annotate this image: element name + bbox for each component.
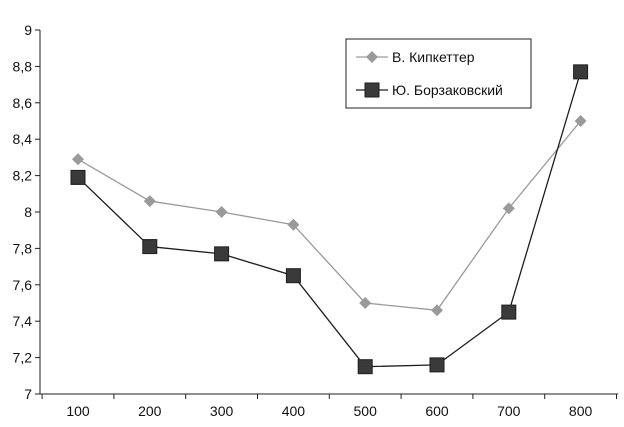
y-tick-label: 8,6 [13,95,33,111]
legend: В. Кипкеттер Ю. Борзаковский [345,38,532,109]
data-point-square [214,246,230,262]
y-tick-label: 7,8 [13,240,33,256]
data-point-square [70,169,86,185]
series-2 [70,64,589,375]
data-point-square [429,357,445,373]
y-tick-label: 8,2 [13,168,33,184]
data-point-diamond [215,206,228,218]
x-tick-label: 500 [354,403,378,419]
y-tick-label: 7 [24,386,32,402]
x-tick-label: 800 [569,403,593,419]
data-point-square [285,268,301,284]
y-tick-label: 8,4 [13,131,33,147]
series-layer [70,64,589,375]
data-point-diamond [143,195,156,208]
legend-label-series-1: В. Кипкеттер [392,49,475,65]
y-tick-label: 9 [24,22,32,38]
x-tick-label: 300 [210,403,234,419]
data-point-diamond [574,115,587,127]
y-tick-label: 7,6 [13,277,33,293]
x-tick-label: 400 [282,403,306,419]
series-line [77,120,582,311]
y-tick-label: 8 [24,204,32,220]
data-point-diamond [287,218,300,231]
y-tick-label: 7,2 [13,350,33,366]
y-tick-label: 7,4 [13,313,33,329]
x-tick-label: 700 [497,403,521,419]
data-point-diamond [359,297,372,309]
data-point-diamond [72,153,84,166]
x-tick-label: 200 [138,403,162,419]
data-point-square [357,359,373,375]
data-point-square [573,64,589,80]
y-axis-ticks: 7 7,2 7,4 7,6 7,8 8 8,2 8,4 8,6 8,8 9 [13,22,40,402]
legend-marker-diamond [366,51,378,63]
data-point-diamond [502,202,515,215]
y-tick-label: 8,8 [13,58,33,74]
data-point-square [142,239,158,255]
series-line [77,71,582,368]
x-axis-ticks: 100 200 300 400 500 600 700 800 [41,394,617,419]
data-point-diamond [431,304,443,317]
legend-marker-square [364,82,380,98]
legend-label-series-2: Ю. Борзаковский [392,82,503,98]
series-1 [72,115,587,317]
x-tick-label: 600 [425,403,449,419]
data-point-square [501,304,517,320]
x-tick-label: 100 [66,403,90,419]
